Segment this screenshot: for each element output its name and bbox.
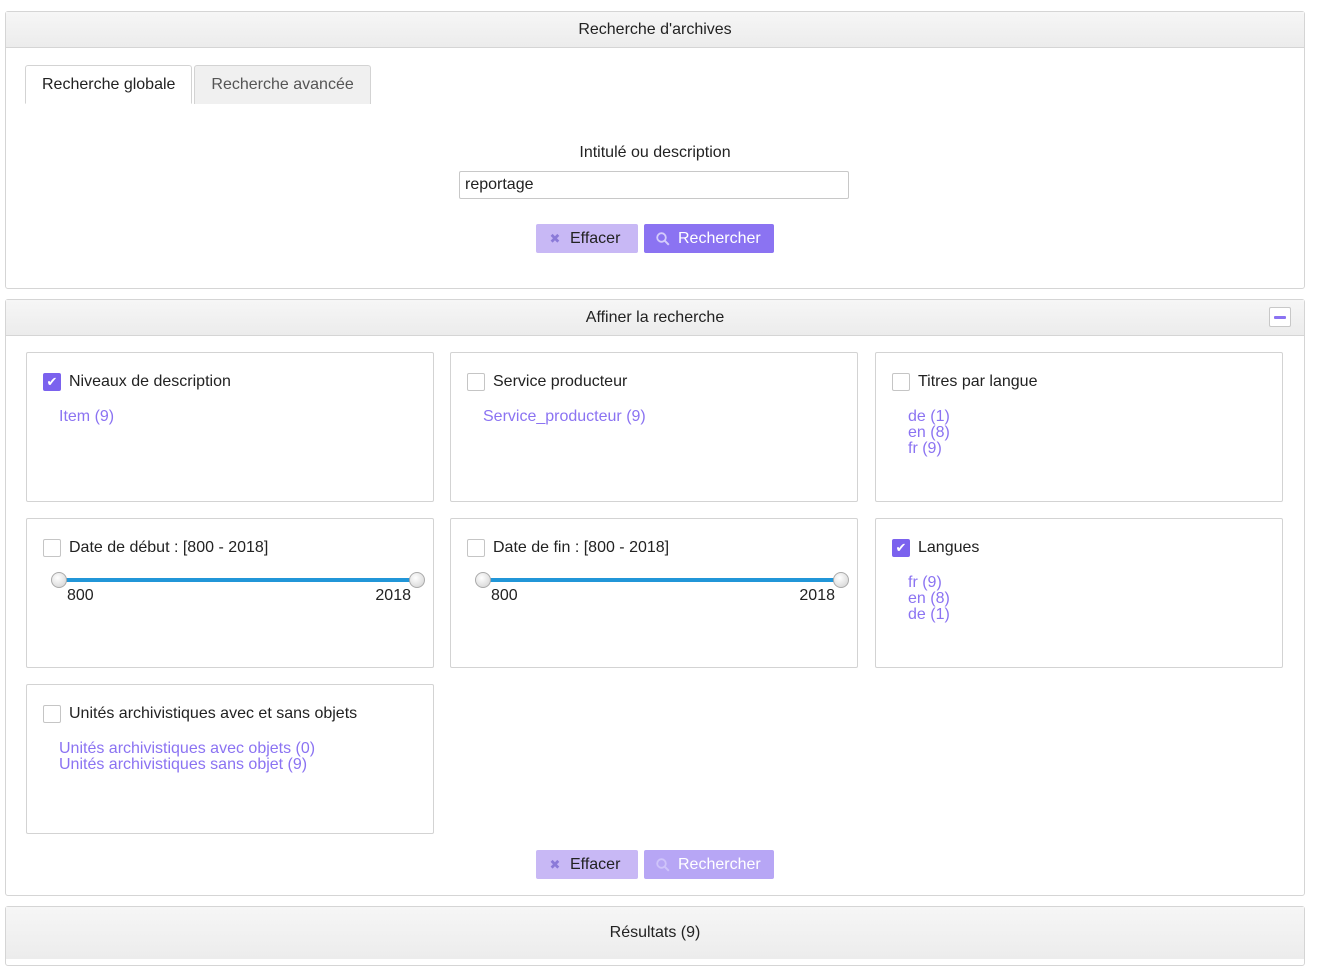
check-icon: ✔ — [46, 374, 58, 389]
slider-handle-max[interactable] — [409, 572, 425, 588]
results-panel: Résultats (9) — [5, 906, 1305, 966]
magnifier-icon — [656, 857, 670, 872]
slider-max-label: 2018 — [375, 587, 411, 604]
refine-search-button-label: Rechercher — [678, 855, 761, 873]
facet-link[interactable]: de (1) — [908, 606, 950, 623]
refine-panel: Affiner la recherche ✔ Niveaux de descri… — [5, 299, 1305, 896]
refine-clear-button-label: Effacer — [570, 855, 621, 873]
query-field-label: Intitulé ou description — [579, 144, 731, 161]
facet-niveaux-head: ✔ Niveaux de description — [43, 373, 231, 391]
collapse-button[interactable] — [1269, 307, 1291, 327]
facet-date-fin-checkbox[interactable] — [467, 539, 485, 557]
facet-langues-checkbox[interactable]: ✔ — [892, 539, 910, 557]
facet-titres-checkbox[interactable] — [892, 373, 910, 391]
check-icon: ✔ — [895, 540, 907, 555]
slider-handle-min[interactable] — [475, 572, 491, 588]
facet-date-debut-head: Date de début : [800 - 2018] — [43, 539, 268, 557]
slider-min-label: 800 — [491, 587, 518, 604]
tab-advanced-search[interactable]: Recherche avancée — [194, 65, 371, 104]
date-debut-slider[interactable] — [51, 572, 425, 588]
facet-link[interactable]: de (1) — [908, 408, 950, 425]
facet-niveaux: ✔ Niveaux de description Item (9) — [26, 352, 434, 502]
facet-link[interactable]: en (8) — [908, 424, 950, 441]
query-input[interactable] — [459, 171, 849, 199]
facet-unites-items: Unités archivistiques avec objets (0) Un… — [59, 741, 315, 773]
facet-niveaux-items: Item (9) — [59, 409, 114, 425]
facet-service-checkbox[interactable] — [467, 373, 485, 391]
refine-panel-header: Affiner la recherche — [6, 300, 1304, 336]
facet-langues: ✔ Langues fr (9) en (8) de (1) — [875, 518, 1283, 668]
x-icon: ✖ — [549, 856, 561, 872]
facet-service: Service producteur Service_producteur (9… — [450, 352, 858, 502]
search-button-row: ✖ Effacer Rechercher — [6, 224, 1304, 253]
facet-unites-label: Unités archivistiques avec et sans objet… — [69, 705, 358, 722]
refine-button-row: ✖ Effacer Rechercher — [6, 850, 1304, 879]
slider-handle-max[interactable] — [833, 572, 849, 588]
search-panel-title: Recherche d'archives — [578, 20, 732, 38]
clear-button[interactable]: ✖ Effacer — [536, 224, 638, 253]
search-panel: Recherche d'archives Recherche globale R… — [5, 11, 1305, 289]
facet-link[interactable]: Unités archivistiques avec objets (0) — [59, 740, 316, 757]
facet-langues-items: fr (9) en (8) de (1) — [908, 575, 950, 623]
facet-date-fin: Date de fin : [800 - 2018] 800 2018 — [450, 518, 858, 668]
refine-search-button[interactable]: Rechercher — [644, 850, 774, 879]
facet-unites: Unités archivistiques avec et sans objet… — [26, 684, 434, 834]
slider-track — [483, 578, 841, 582]
date-fin-slider[interactable] — [475, 572, 849, 588]
magnifier-icon — [656, 231, 670, 246]
minus-icon — [1274, 315, 1286, 319]
facet-unites-head: Unités archivistiques avec et sans objet… — [43, 705, 357, 723]
search-button-label: Rechercher — [678, 229, 761, 247]
facet-titres: Titres par langue de (1) en (8) fr (9) — [875, 352, 1283, 502]
facet-date-debut: Date de début : [800 - 2018] 800 2018 — [26, 518, 434, 668]
facet-titres-label: Titres par langue — [918, 373, 1038, 390]
facet-titres-head: Titres par langue — [892, 373, 1037, 391]
facet-link[interactable]: fr (9) — [908, 574, 942, 591]
slider-track — [59, 578, 417, 582]
results-panel-header[interactable]: Résultats (9) — [6, 907, 1304, 959]
facet-niveaux-checkbox[interactable]: ✔ — [43, 373, 61, 391]
facet-langues-label: Langues — [918, 539, 980, 556]
facet-date-debut-checkbox[interactable] — [43, 539, 61, 557]
facet-unites-checkbox[interactable] — [43, 705, 61, 723]
facet-service-items: Service_producteur (9) — [483, 409, 646, 425]
facet-link[interactable]: fr (9) — [908, 440, 942, 457]
clear-button-label: Effacer — [570, 229, 621, 247]
slider-handle-min[interactable] — [51, 572, 67, 588]
facet-link[interactable]: Unités archivistiques sans objet (9) — [59, 756, 308, 773]
slider-max-label: 2018 — [799, 587, 835, 604]
facet-link[interactable]: en (8) — [908, 590, 950, 607]
facet-langues-head: ✔ Langues — [892, 539, 979, 557]
facet-niveaux-label: Niveaux de description — [69, 373, 231, 390]
facet-date-fin-label: Date de fin : [800 - 2018] — [493, 539, 670, 556]
facet-service-label: Service producteur — [493, 373, 628, 390]
facet-date-debut-label: Date de début : [800 - 2018] — [69, 539, 269, 556]
search-button[interactable]: Rechercher — [644, 224, 774, 253]
facet-link[interactable]: Service_producteur (9) — [483, 408, 646, 425]
facet-service-head: Service producteur — [467, 373, 627, 391]
refine-clear-button[interactable]: ✖ Effacer — [536, 850, 638, 879]
facet-link[interactable]: Item (9) — [59, 408, 115, 425]
slider-min-label: 800 — [67, 587, 94, 604]
search-tabs: Recherche globale Recherche avancée — [25, 65, 371, 104]
facet-date-fin-head: Date de fin : [800 - 2018] — [467, 539, 669, 557]
tab-global-search-label: Recherche globale — [42, 75, 176, 93]
search-panel-header: Recherche d'archives — [6, 12, 1304, 48]
results-panel-title: Résultats (9) — [609, 924, 701, 941]
x-icon: ✖ — [549, 230, 561, 246]
tab-global-search[interactable]: Recherche globale — [25, 65, 193, 104]
tab-advanced-search-label: Recherche avancée — [211, 76, 354, 93]
facet-titres-items: de (1) en (8) fr (9) — [908, 409, 950, 457]
refine-panel-title: Affiner la recherche — [585, 308, 725, 326]
